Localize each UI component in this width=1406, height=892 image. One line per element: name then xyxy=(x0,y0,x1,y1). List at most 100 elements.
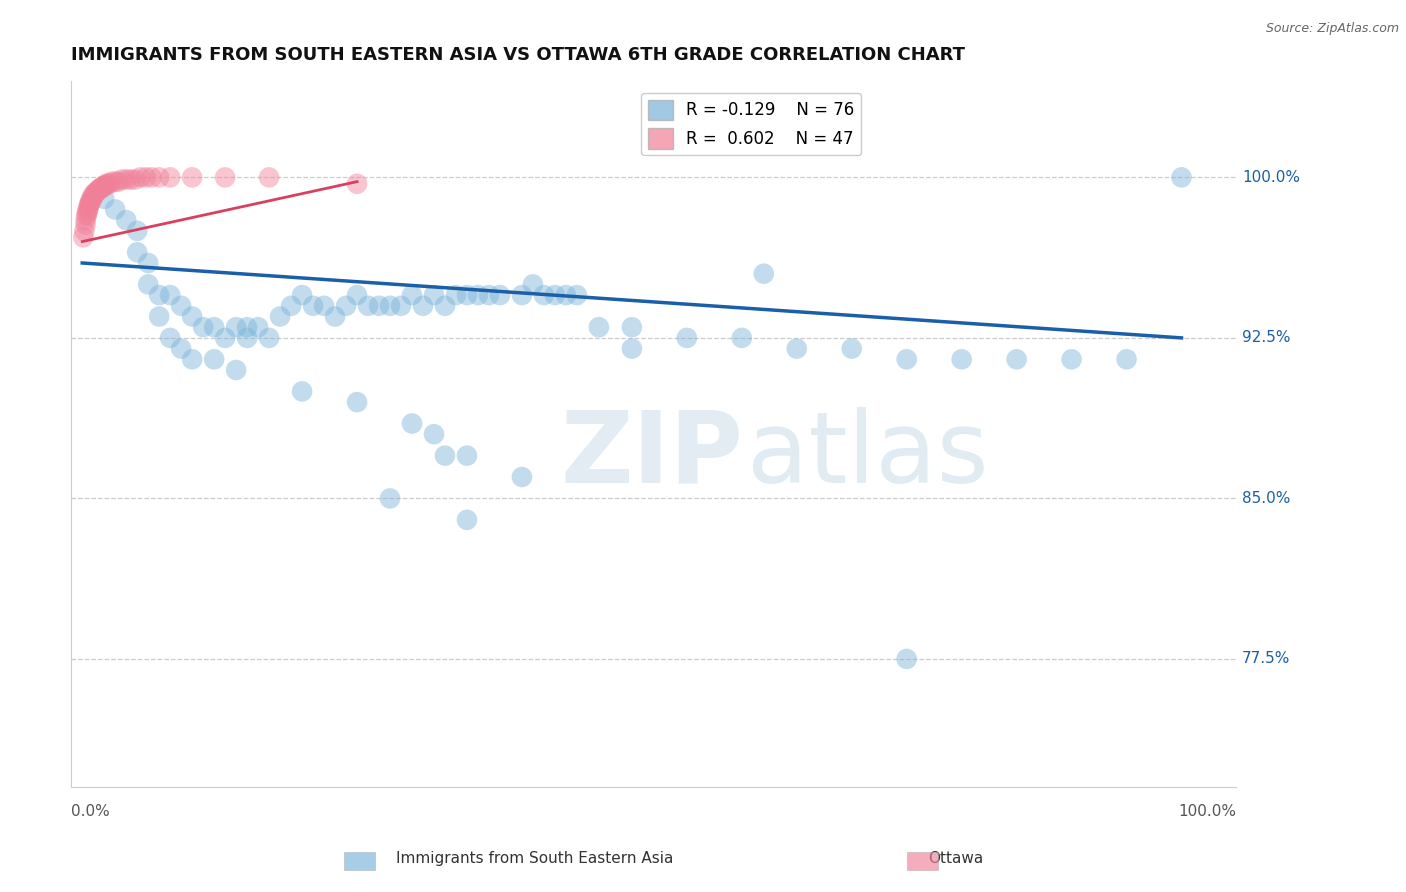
Point xyxy=(181,310,204,324)
Point xyxy=(257,170,280,185)
Point xyxy=(202,352,225,367)
Point xyxy=(1060,352,1083,367)
Point xyxy=(346,395,368,409)
Point xyxy=(269,310,291,324)
Point xyxy=(214,170,236,185)
Point xyxy=(141,170,163,185)
Point xyxy=(302,299,325,313)
Point xyxy=(170,342,193,356)
Point xyxy=(120,172,142,186)
Point xyxy=(80,194,103,208)
Text: Ottawa: Ottawa xyxy=(928,851,984,865)
Point xyxy=(1170,170,1192,185)
Point xyxy=(489,288,512,302)
Point xyxy=(456,513,478,527)
Point xyxy=(896,652,918,666)
Point xyxy=(76,207,98,221)
Point xyxy=(76,209,98,223)
Point xyxy=(77,198,100,212)
Point xyxy=(291,288,314,302)
Point xyxy=(83,187,105,202)
Point xyxy=(107,175,129,189)
Text: 92.5%: 92.5% xyxy=(1241,330,1291,345)
Point xyxy=(86,186,108,200)
Point xyxy=(127,245,149,260)
Point xyxy=(104,202,127,217)
Point xyxy=(522,277,544,292)
Point xyxy=(93,192,115,206)
Point xyxy=(93,178,115,193)
Point xyxy=(148,288,170,302)
Point xyxy=(346,177,368,191)
Point xyxy=(86,183,108,197)
Point xyxy=(786,342,808,356)
Point xyxy=(588,320,610,334)
Point xyxy=(76,204,98,219)
Point xyxy=(423,288,446,302)
Point xyxy=(115,213,138,227)
Point xyxy=(170,299,193,313)
Point xyxy=(127,224,149,238)
Point xyxy=(510,470,533,484)
Point xyxy=(135,170,157,185)
Point xyxy=(148,170,170,185)
Point xyxy=(565,288,588,302)
Point xyxy=(368,299,391,313)
Point xyxy=(257,331,280,345)
Point xyxy=(444,288,467,302)
Point xyxy=(79,196,101,211)
Text: Immigrants from South Eastern Asia: Immigrants from South Eastern Asia xyxy=(395,851,673,865)
Point xyxy=(136,277,159,292)
Point xyxy=(247,320,270,334)
Point xyxy=(456,288,478,302)
Point xyxy=(236,331,259,345)
Point xyxy=(202,320,225,334)
Text: atlas: atlas xyxy=(747,407,988,504)
Point xyxy=(456,449,478,463)
Text: 100.0%: 100.0% xyxy=(1241,169,1301,185)
Point xyxy=(82,192,104,206)
Point xyxy=(148,310,170,324)
Point xyxy=(225,320,247,334)
Point xyxy=(423,427,446,442)
Point xyxy=(554,288,576,302)
Point xyxy=(312,299,335,313)
Point xyxy=(75,218,97,232)
Point xyxy=(98,177,121,191)
Point xyxy=(346,288,368,302)
Point xyxy=(401,288,423,302)
Point xyxy=(87,183,110,197)
Point xyxy=(90,181,112,195)
Point xyxy=(80,192,103,206)
Point xyxy=(79,196,101,211)
Point xyxy=(280,299,302,313)
Point xyxy=(101,175,124,189)
Point xyxy=(752,267,775,281)
Text: ZIP: ZIP xyxy=(561,407,744,504)
Text: 0.0%: 0.0% xyxy=(72,805,110,820)
Point xyxy=(291,384,314,399)
Point xyxy=(731,331,754,345)
Point xyxy=(77,200,100,214)
Point xyxy=(181,352,204,367)
Point xyxy=(159,170,181,185)
Point xyxy=(111,172,134,186)
Point xyxy=(467,288,489,302)
Point xyxy=(378,491,401,506)
Point xyxy=(676,331,699,345)
Point xyxy=(225,363,247,377)
Point xyxy=(124,172,146,186)
Text: IMMIGRANTS FROM SOUTH EASTERN ASIA VS OTTAWA 6TH GRADE CORRELATION CHART: IMMIGRANTS FROM SOUTH EASTERN ASIA VS OT… xyxy=(72,46,966,64)
Text: 77.5%: 77.5% xyxy=(1241,651,1291,666)
Point xyxy=(620,320,643,334)
Point xyxy=(191,320,214,334)
Point xyxy=(129,170,152,185)
Point xyxy=(950,352,973,367)
Point xyxy=(159,288,181,302)
Point xyxy=(91,181,114,195)
Point xyxy=(94,178,117,193)
Legend: R = -0.129    N = 76, R =  0.602    N = 47: R = -0.129 N = 76, R = 0.602 N = 47 xyxy=(641,93,860,155)
Point xyxy=(76,202,98,217)
Point xyxy=(82,187,104,202)
Point xyxy=(412,299,434,313)
